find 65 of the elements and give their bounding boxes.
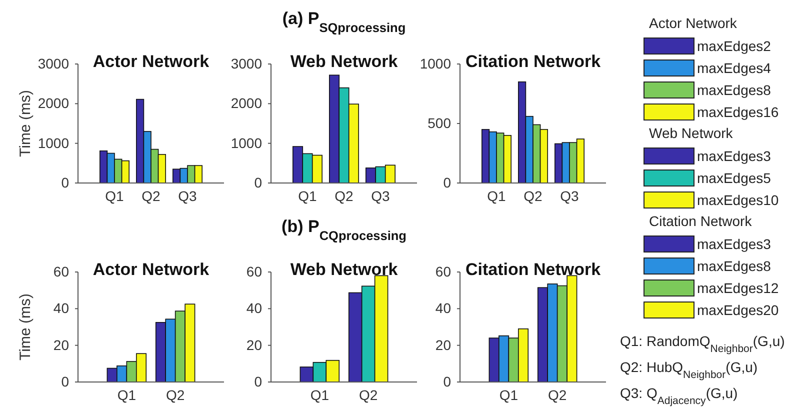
x-tick-label: Q3 bbox=[178, 188, 198, 204]
legend-title: Actor Network bbox=[649, 15, 738, 31]
y-tick-label: 20 bbox=[53, 336, 70, 353]
y-axis-title: Time (ms) bbox=[17, 90, 34, 157]
x-tick-label: Q3 bbox=[371, 188, 390, 204]
chart-subtitle: (b) P$_{CQprocessing}$ bbox=[282, 217, 406, 242]
y-tick-label: 0 bbox=[61, 373, 70, 390]
y-tick-label: 1000 bbox=[420, 55, 452, 72]
y-tick-label: 3000 bbox=[38, 55, 70, 72]
x-tick-label: Q2 bbox=[166, 386, 185, 403]
legend-label: maxEdges5 bbox=[697, 170, 772, 186]
x-tick-label: Q1 bbox=[117, 386, 136, 403]
chart-title: Citation Network bbox=[465, 52, 602, 71]
y-tick-label: 60 bbox=[435, 263, 452, 280]
y-tick-label: 20 bbox=[435, 336, 452, 353]
y-tick-label: 20 bbox=[246, 336, 262, 353]
text: Q2: HubQ$_{Neighbor}$(G,u) bbox=[620, 359, 758, 381]
y-tick-label: 0 bbox=[254, 373, 262, 390]
chart-title: Web Network bbox=[290, 260, 398, 279]
chart-title: Actor Network bbox=[92, 52, 210, 71]
y-axis-title: Time (ms) bbox=[17, 294, 34, 360]
legend-label: maxEdges3 bbox=[697, 148, 772, 164]
x-tick-label: Q1 bbox=[298, 188, 318, 204]
x-tick-label: Q3 bbox=[560, 188, 580, 204]
y-tick-label: 0 bbox=[443, 174, 452, 190]
y-tick-label: 0 bbox=[443, 373, 452, 390]
y-tick-label: 1000 bbox=[38, 134, 70, 151]
legend-label: maxEdges12 bbox=[697, 280, 779, 296]
y-tick-label: 60 bbox=[246, 263, 262, 280]
y-tick-label: 500 bbox=[428, 114, 452, 131]
x-tick-label: Q1 bbox=[310, 386, 330, 403]
legend-label: maxEdges2 bbox=[697, 38, 772, 54]
y-tick-label: 40 bbox=[53, 300, 70, 316]
legend-title: Web Network bbox=[649, 125, 734, 141]
legend-label: maxEdges10 bbox=[697, 192, 779, 208]
chart-title: Citation Network bbox=[465, 260, 602, 279]
chart-title: Actor Network bbox=[92, 260, 210, 279]
y-tick-label: 60 bbox=[53, 263, 70, 280]
x-tick-label: Q1 bbox=[105, 188, 124, 204]
chart-subtitle: (a) P$_{SQprocessing}$ bbox=[282, 9, 406, 34]
y-tick-label: 40 bbox=[435, 300, 452, 316]
x-tick-label: Q2 bbox=[524, 188, 543, 204]
chart-title: Web Network bbox=[290, 52, 398, 71]
x-tick-label: Q2 bbox=[358, 386, 378, 403]
y-tick-label: 2000 bbox=[38, 95, 70, 112]
y-tick-label: 40 bbox=[246, 300, 262, 316]
y-tick-label: 2000 bbox=[230, 95, 262, 112]
y-tick-label: 3000 bbox=[230, 55, 262, 72]
legend-label: maxEdges8 bbox=[697, 258, 772, 274]
text: Q1: RandomQ$_{Neighbor}$(G,u) bbox=[620, 333, 785, 355]
x-tick-label: Q2 bbox=[548, 386, 567, 403]
x-tick-label: Q2 bbox=[334, 188, 354, 204]
legend-title: Citation Network bbox=[649, 213, 753, 229]
legend-label: maxEdges16 bbox=[697, 104, 779, 120]
x-tick-label: Q2 bbox=[142, 188, 161, 204]
y-tick-label: 1000 bbox=[230, 134, 262, 151]
text: Q3: Q$_{Adjacency}$(G,u) bbox=[620, 385, 738, 407]
x-tick-label: Q1 bbox=[487, 188, 506, 204]
legend-label: maxEdges20 bbox=[697, 302, 779, 318]
legend-label: maxEdges8 bbox=[697, 82, 772, 98]
y-tick-label: 0 bbox=[61, 174, 70, 190]
y-tick-label: 0 bbox=[254, 174, 262, 190]
x-tick-label: Q1 bbox=[499, 386, 518, 403]
legend-label: maxEdges4 bbox=[697, 60, 772, 76]
legend-label: maxEdges3 bbox=[697, 236, 772, 252]
